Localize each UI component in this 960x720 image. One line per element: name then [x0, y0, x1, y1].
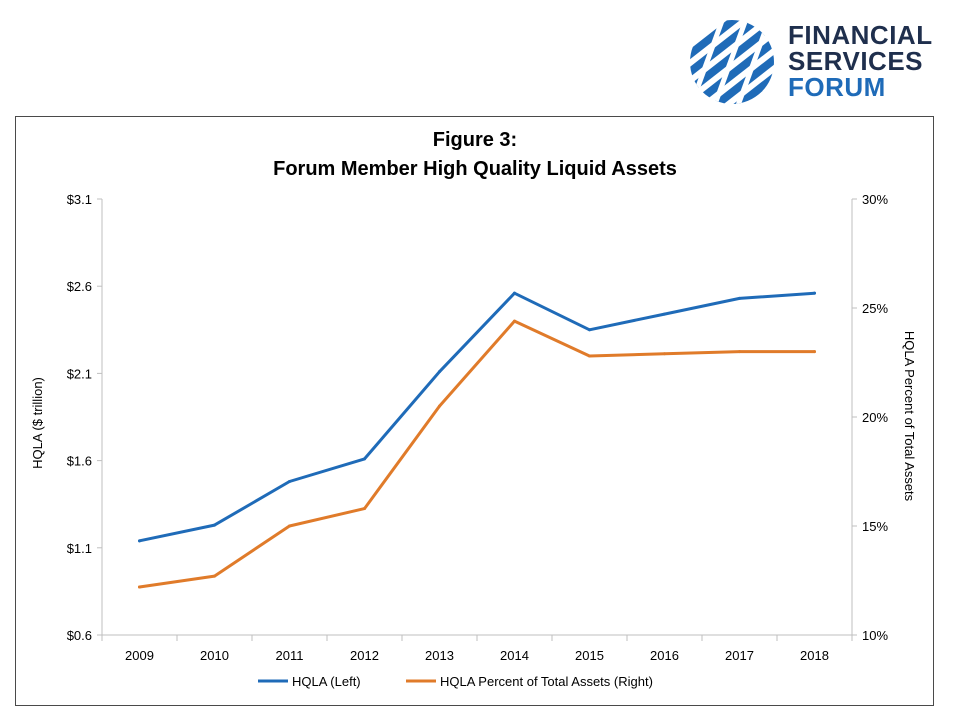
legend-label-hqla: HQLA (Left)	[292, 674, 361, 689]
legend-label-hqla-percent: HQLA Percent of Total Assets (Right)	[440, 674, 653, 689]
series-line-hqla	[138, 291, 816, 543]
right-tick-label: 10%	[862, 628, 888, 643]
hqla-point-2015	[588, 328, 591, 332]
x-tick-label: 2015	[575, 648, 604, 663]
hqla-point-2013	[438, 370, 441, 374]
right-axis-label: HQLA Percent of Total Assets	[902, 331, 917, 502]
hqla-percent-point-2018	[813, 350, 816, 354]
hqla-point-2014	[513, 291, 516, 295]
left-tick-label: $2.6	[67, 279, 92, 294]
x-tick-label: 2011	[276, 648, 304, 663]
x-tick-label: 2012	[350, 648, 379, 663]
globe-icon	[690, 20, 774, 104]
hqla-point-2017	[738, 296, 741, 300]
chart-axes: $0.6 $1.1 $1.6 $2.1 $2.6 $3.1 10% 15% 20% 25% 30% 2…	[67, 192, 889, 663]
right-tick-label: 25%	[862, 301, 888, 316]
left-tick-label: $0.6	[67, 628, 92, 643]
hqla-percent-point-2013	[438, 404, 441, 408]
hqla-percent-point-2016	[663, 352, 666, 356]
chart-title-line-2: Forum Member High Quality Liquid Assets	[273, 158, 677, 180]
chart-frame	[15, 116, 934, 706]
chart-series	[138, 291, 816, 589]
hqla-percent-point-2014	[513, 319, 516, 323]
logo-line-forum: FORUM	[788, 72, 886, 102]
hqla-point-2009	[138, 539, 141, 543]
left-tick-label: $3.1	[67, 192, 92, 207]
x-tick-label: 2010	[200, 648, 229, 663]
left-tick-label: $1.6	[67, 454, 92, 469]
x-tick-label: 2014	[500, 648, 529, 663]
left-tick-label: $2.1	[67, 366, 92, 381]
left-tick-label: $1.1	[67, 541, 92, 556]
right-tick-label: 15%	[862, 519, 888, 534]
hqla-point-2016	[663, 312, 666, 316]
right-tick-label: 30%	[862, 192, 888, 207]
hqla-percent-point-2012	[363, 507, 366, 511]
left-axis-label: HQLA ($ trillion)	[30, 377, 45, 469]
x-tick-label: 2009	[125, 648, 154, 663]
x-tick-label: 2013	[425, 648, 454, 663]
chart-title-line-1: Figure 3:	[433, 129, 517, 151]
hqla-point-2012	[363, 457, 366, 461]
right-tick-label: 20%	[862, 410, 888, 425]
hqla-percent-point-2017	[738, 350, 741, 354]
x-tick-label: 2018	[800, 648, 829, 663]
logo-line-financial: FINANCIAL	[788, 20, 933, 50]
financial-services-forum-logo: FINANCIAL SERVICES FORUM	[688, 18, 948, 108]
logo-line-services: SERVICES	[788, 46, 924, 76]
x-tick-label: 2016	[650, 648, 679, 663]
hqla-percent-point-2010	[213, 574, 216, 578]
hqla-point-2010	[213, 523, 216, 527]
hqla-point-2018	[813, 291, 816, 295]
hqla-percent-point-2015	[588, 354, 591, 358]
hqla-percent-point-2009	[138, 585, 141, 589]
hqla-percent-point-2011	[288, 524, 291, 528]
hqla-point-2011	[288, 480, 291, 484]
chart-legend: HQLA (Left) HQLA Percent of Total Assets …	[258, 674, 653, 689]
x-tick-label: 2017	[725, 648, 754, 663]
series-line-hqla-percent	[138, 319, 816, 589]
